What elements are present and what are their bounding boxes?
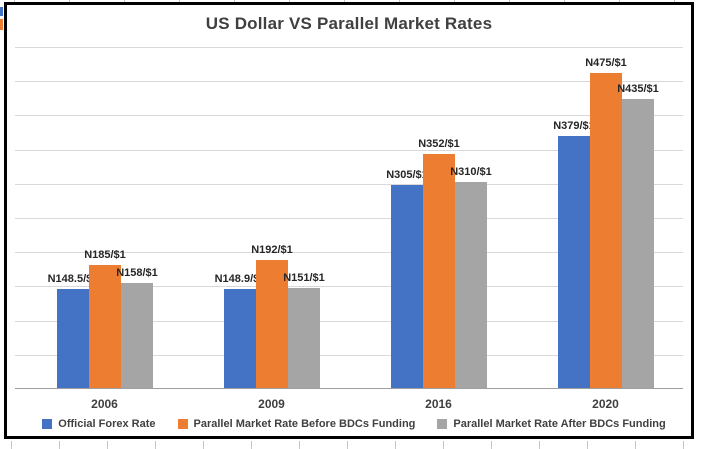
data-label: N310/$1 bbox=[450, 166, 492, 178]
bar-2016-series3 bbox=[455, 182, 487, 388]
chart-title: US Dollar VS Parallel Market Rates bbox=[205, 14, 493, 33]
gridline bbox=[15, 81, 683, 82]
bar-2009-series3 bbox=[288, 288, 320, 388]
sheet-edge-artifact-blue bbox=[0, 7, 3, 16]
worksheet-column-line bbox=[491, 441, 492, 449]
data-label: N435/$1 bbox=[617, 83, 659, 95]
data-label: N192/$1 bbox=[251, 244, 293, 256]
worksheet-column-line bbox=[509, 0, 510, 2]
data-label: N151/$1 bbox=[283, 272, 325, 284]
bar-2009-series2 bbox=[256, 260, 288, 388]
worksheet-column-line bbox=[251, 441, 252, 449]
worksheet-column-line bbox=[299, 441, 300, 449]
gridline bbox=[15, 184, 683, 185]
bar-2016-series2 bbox=[423, 154, 455, 388]
worksheet-column-line bbox=[179, 0, 180, 2]
data-label: N305/$1 bbox=[386, 169, 428, 181]
worksheet-column-line bbox=[11, 441, 12, 449]
worksheet-column-line bbox=[107, 441, 108, 449]
data-label: N475/$1 bbox=[585, 57, 627, 69]
bar-2006-series3 bbox=[121, 283, 153, 388]
bar-2006-series1 bbox=[57, 289, 89, 388]
x-axis-label-2006: 2006 bbox=[91, 397, 118, 411]
worksheet-column-line bbox=[69, 0, 70, 2]
worksheet-column-line bbox=[289, 0, 290, 2]
worksheet-column-line bbox=[14, 0, 15, 2]
bar-2020-series1 bbox=[558, 136, 590, 388]
worksheet-column-line bbox=[454, 0, 455, 2]
gridline bbox=[15, 321, 683, 322]
legend-item-1: Official Forex Rate bbox=[42, 418, 156, 430]
data-label: N148.9/$1 bbox=[214, 273, 266, 285]
sheet-edge-artifact-orange bbox=[0, 19, 3, 30]
bar-2006-series2 bbox=[89, 265, 121, 388]
chart-legend: Official Forex Rate Parallel Market Rate … bbox=[7, 418, 691, 430]
gridline bbox=[15, 286, 683, 287]
data-label: N185/$1 bbox=[84, 249, 126, 261]
legend-swatch-icon bbox=[42, 419, 53, 429]
worksheet-column-line bbox=[399, 0, 400, 2]
data-label: N158/$1 bbox=[116, 267, 158, 279]
worksheet-column-line bbox=[155, 441, 156, 449]
legend-label: Parallel Market Rate After BDCs Funding bbox=[453, 418, 666, 430]
bar-2009-series1 bbox=[224, 289, 256, 388]
legend-label: Parallel Market Rate Before BDCs Funding bbox=[193, 418, 416, 430]
gridline bbox=[15, 252, 683, 253]
legend-label: Official Forex Rate bbox=[58, 418, 156, 430]
data-label: N379/$1 bbox=[553, 120, 595, 132]
legend-swatch-icon bbox=[177, 419, 188, 429]
x-axis-line bbox=[15, 388, 683, 389]
bar-2020-series3 bbox=[622, 99, 654, 388]
worksheet-column-line bbox=[203, 441, 204, 449]
worksheet-column-line bbox=[683, 441, 684, 449]
worksheet-column-line bbox=[347, 441, 348, 449]
worksheet-column-line bbox=[395, 441, 396, 449]
worksheet-column-line bbox=[587, 441, 588, 449]
worksheet-column-line bbox=[344, 0, 345, 2]
data-label: N148.5/$1 bbox=[47, 273, 99, 285]
worksheet-column-line bbox=[635, 441, 636, 449]
gridline bbox=[15, 355, 683, 356]
plot-area: N148.5/$1 N185/$1 N158/$1 2006 N148.9/$1 N192… bbox=[15, 47, 683, 411]
worksheet-column-line bbox=[619, 0, 620, 2]
worksheet-column-line bbox=[539, 441, 540, 449]
legend-item-3: Parallel Market Rate After BDCs Funding bbox=[437, 418, 666, 430]
worksheet-column-line bbox=[674, 0, 675, 2]
gridline bbox=[15, 47, 683, 48]
legend-item-2: Parallel Market Rate Before BDCs Funding bbox=[177, 418, 416, 430]
worksheet-column-line bbox=[124, 0, 125, 2]
x-axis-label-2020: 2020 bbox=[592, 397, 619, 411]
x-axis-label-2009: 2009 bbox=[258, 397, 285, 411]
worksheet-column-line bbox=[234, 0, 235, 2]
gridline bbox=[15, 218, 683, 219]
data-label: N352/$1 bbox=[418, 138, 460, 150]
bar-2016-series1 bbox=[391, 185, 423, 388]
legend-swatch-icon bbox=[437, 419, 448, 429]
x-axis-label-2016: 2016 bbox=[425, 397, 452, 411]
worksheet-column-line bbox=[564, 0, 565, 2]
worksheet-column-line bbox=[443, 441, 444, 449]
gridline bbox=[15, 150, 683, 151]
gridline bbox=[15, 115, 683, 116]
bar-2020-series2 bbox=[590, 73, 622, 388]
chart-object[interactable]: US Dollar VS Parallel Market Rates N148.… bbox=[4, 2, 694, 439]
worksheet-column-line bbox=[59, 441, 60, 449]
